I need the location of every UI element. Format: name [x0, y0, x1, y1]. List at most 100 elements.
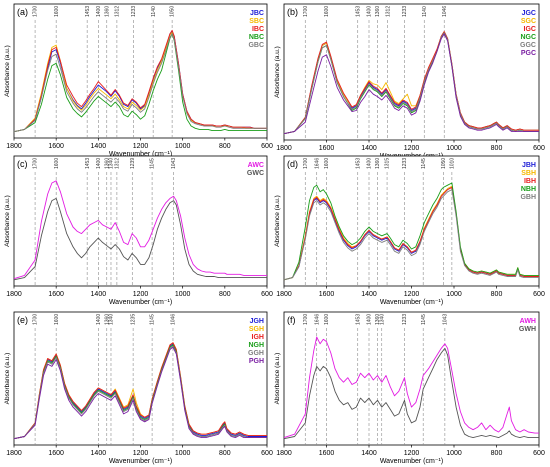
x-tick-label: 600	[533, 291, 545, 298]
legend-entry: AWC	[248, 162, 264, 169]
band-marker-label: 1400	[367, 158, 373, 169]
y-axis-label: Absorbance (a.u.)	[4, 353, 11, 405]
legend-entry: PGC	[521, 50, 536, 57]
plot-frame	[13, 311, 268, 446]
panel-label: (e)	[17, 315, 28, 325]
legend-entry: GBH	[520, 194, 536, 201]
x-tick-label: 1200	[404, 450, 420, 457]
x-tick-label: 800	[491, 291, 503, 298]
band-marker-label: 1700	[33, 6, 39, 17]
band-marker-label: 1010	[449, 158, 455, 169]
x-tick-label: 800	[219, 450, 231, 457]
plot-frame	[13, 155, 268, 287]
band-marker-label: 1453	[355, 158, 361, 169]
x-tick-label: 1800	[276, 291, 292, 298]
x-tick-label: 1600	[48, 450, 64, 457]
legend-entry: AWH	[520, 318, 536, 325]
legend-entry: JBC	[250, 10, 264, 17]
band-marker-label: 1600	[54, 6, 60, 17]
x-tick-label: 1800	[6, 450, 22, 457]
y-axis-label: Absorbance (a.u.)	[274, 46, 281, 98]
band-marker-label: 1233	[131, 6, 137, 17]
x-tick-label: 1600	[48, 291, 64, 298]
x-axis-label: Wavenumber (cm⁻¹)	[109, 458, 172, 465]
legend-entry: NGC	[520, 34, 536, 41]
legend-entry: JBH	[522, 162, 536, 169]
band-marker-label: 1400	[96, 6, 102, 17]
band-marker-label: 1600	[54, 314, 60, 325]
x-tick-label: 1000	[175, 291, 191, 298]
x-tick-label: 1400	[361, 291, 377, 298]
legend-entry: SBH	[521, 170, 536, 177]
legend-entry: NBH	[521, 186, 536, 193]
band-marker-label: 1400	[96, 314, 102, 325]
band-marker-label: 1145	[421, 158, 427, 169]
band-marker-label: 1453	[85, 6, 91, 17]
series-line	[283, 31, 539, 135]
x-tick-label: 1000	[175, 143, 191, 150]
legend-entry: IGH	[252, 334, 264, 341]
x-tick-label: 1200	[404, 291, 420, 298]
band-marker-label: 1140	[422, 6, 428, 17]
panel-label: (d)	[287, 159, 298, 169]
band-marker-label: 1043	[442, 314, 448, 325]
band-marker-label: 1312	[114, 6, 120, 17]
series-line	[13, 33, 267, 133]
y-axis-label: Absorbance (a.u.)	[4, 195, 11, 247]
series-line	[13, 29, 267, 133]
band-marker-label: 1145	[150, 314, 156, 325]
band-marker-label: 1700	[303, 314, 309, 325]
band-marker-label: 1233	[402, 314, 408, 325]
band-marker-label: 1400	[367, 6, 373, 17]
series-line	[283, 186, 539, 281]
band-marker-label: 1233	[402, 6, 408, 17]
band-marker-label: 1400	[96, 158, 102, 169]
band-marker-label: 1360	[104, 314, 110, 325]
band-marker-label: 1360	[375, 314, 381, 325]
band-marker-label: 1700	[33, 158, 39, 169]
band-marker-label: 1600	[324, 158, 330, 169]
series-line	[283, 336, 539, 439]
series-line	[13, 197, 267, 281]
band-marker-label: 1340	[109, 158, 115, 169]
band-marker-label: 1340	[109, 314, 115, 325]
band-marker-label: 1140	[151, 6, 157, 17]
x-tick-label: 800	[491, 145, 503, 152]
x-tick-label: 800	[219, 143, 231, 150]
series-line	[283, 347, 539, 440]
band-marker-label: 1050	[441, 158, 447, 169]
x-tick-label: 800	[491, 450, 503, 457]
x-axis-label: Wavenumber (cm⁻¹)	[380, 299, 443, 306]
panel-label: (a)	[17, 7, 28, 17]
legend-entry: IGC	[524, 26, 536, 33]
chart-panel: 1700 1600 1453 1400 1360 1312 1233 1140 1050(a) J…	[4, 3, 273, 158]
legend-entry: IBC	[252, 26, 264, 33]
y-axis-label: Absorbance (a.u.)	[4, 45, 11, 97]
y-axis-label: Absorbance (a.u.)	[274, 195, 281, 247]
band-marker-label: 1646	[314, 314, 320, 325]
x-tick-label: 1600	[319, 145, 335, 152]
band-marker-label: 1360	[375, 158, 381, 169]
band-marker-label: 1312	[114, 158, 120, 169]
panel-label: (f)	[287, 315, 296, 325]
plot-frame	[283, 311, 540, 446]
x-tick-label: 1000	[446, 291, 462, 298]
legend-entry: NBC	[249, 34, 264, 41]
x-tick-label: 600	[261, 143, 273, 150]
x-tick-label: 1800	[6, 291, 22, 298]
band-marker-label: 1646	[314, 158, 320, 169]
band-marker-label: 1700	[303, 158, 309, 169]
band-marker-label: 1145	[150, 158, 156, 169]
x-tick-label: 1400	[91, 450, 107, 457]
x-tick-label: 1000	[446, 450, 462, 457]
band-marker-label: 1340	[379, 314, 385, 325]
series-line	[283, 33, 539, 135]
x-tick-label: 800	[219, 291, 231, 298]
legend-entry: SGC	[521, 18, 536, 25]
band-marker-label: 1043	[171, 158, 177, 169]
series-line	[13, 342, 267, 440]
